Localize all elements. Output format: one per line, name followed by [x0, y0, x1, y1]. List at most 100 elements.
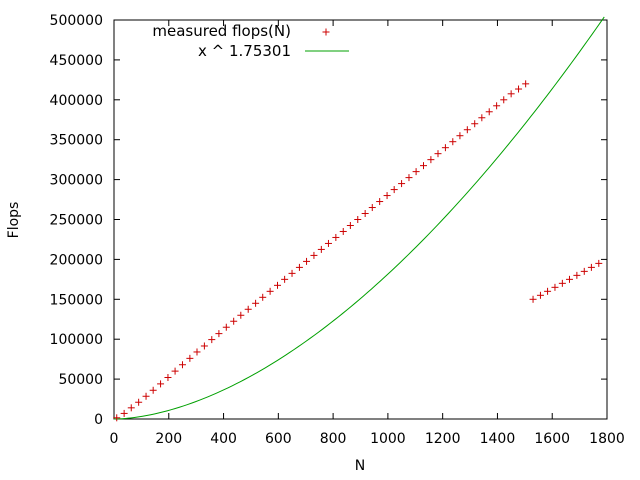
legend: measured flops(N) x ^ 1.75301	[152, 22, 349, 60]
data-point	[193, 348, 201, 356]
legend-label-measured: measured flops(N)	[152, 22, 291, 40]
data-point	[237, 311, 245, 319]
power-law-line	[113, 16, 605, 420]
x-axis-label: N	[355, 458, 365, 474]
x-tick-label: 800	[320, 431, 347, 447]
data-point	[171, 367, 179, 375]
data-point	[178, 361, 186, 369]
legend-marker-plus	[322, 28, 330, 36]
data-point	[507, 90, 515, 98]
data-point	[456, 132, 464, 140]
y-tick-label: 150000	[50, 292, 103, 308]
data-point	[551, 283, 559, 291]
data-point	[398, 180, 406, 188]
data-point	[339, 227, 347, 235]
data-point	[471, 120, 479, 128]
data-point	[595, 259, 603, 267]
y-tick-label: 300000	[50, 173, 103, 189]
data-point	[383, 192, 391, 200]
data-point	[149, 386, 157, 394]
series-power-law-line	[113, 16, 605, 420]
data-point	[536, 291, 544, 299]
tick-marks	[113, 19, 608, 420]
y-tick-labels: 0 50000 100000 150000 200000 250000 300000 3500…	[50, 13, 103, 428]
data-point	[142, 392, 150, 400]
data-point	[230, 317, 238, 325]
data-point	[200, 342, 208, 350]
data-point	[310, 251, 318, 259]
data-point	[157, 380, 165, 388]
data-point	[186, 354, 194, 362]
data-point	[332, 233, 340, 241]
x-tick-label: 1200	[425, 431, 461, 447]
data-point	[215, 330, 223, 338]
x-tick-label: 200	[155, 431, 182, 447]
y-tick-label: 400000	[50, 93, 103, 109]
y-tick-label: 450000	[50, 53, 103, 69]
data-point	[485, 108, 493, 116]
y-tick-label: 500000	[50, 13, 103, 29]
data-point	[127, 404, 135, 412]
data-point	[295, 263, 303, 271]
data-point	[208, 336, 216, 344]
data-point	[529, 295, 537, 303]
y-tick-label: 250000	[50, 213, 103, 229]
x-tick-label: 400	[210, 431, 237, 447]
data-point	[135, 398, 143, 406]
data-point	[580, 267, 588, 275]
x-tick-labels: 0 200 400 600 800 1000 1200 1400 1600 1800	[110, 431, 625, 447]
data-point	[266, 287, 274, 295]
data-point	[434, 150, 442, 158]
data-point	[361, 210, 369, 218]
data-point	[587, 263, 595, 271]
data-point	[463, 126, 471, 134]
x-tick-label: 1000	[370, 431, 406, 447]
data-point	[558, 279, 566, 287]
data-point	[390, 186, 398, 194]
data-point	[368, 204, 376, 212]
legend-label-power-law: x ^ 1.75301	[198, 42, 291, 60]
data-point	[281, 275, 289, 283]
legend-plus	[322, 28, 330, 36]
data-point	[354, 216, 362, 223]
y-tick-label: 50000	[58, 372, 103, 388]
data-point	[500, 96, 508, 104]
data-point	[274, 281, 282, 289]
data-point	[164, 374, 172, 382]
y-axis-label: Flops	[6, 202, 22, 239]
data-point	[522, 80, 530, 88]
y-tick-label: 200000	[50, 252, 103, 268]
data-point	[288, 269, 296, 277]
data-point	[317, 245, 325, 253]
data-point	[252, 299, 260, 307]
data-point	[120, 409, 128, 417]
data-point	[544, 287, 552, 295]
y-tick-label: 350000	[50, 133, 103, 149]
data-point	[427, 156, 435, 164]
data-point	[441, 144, 449, 152]
data-point	[478, 114, 486, 122]
data-point	[324, 239, 332, 247]
data-point	[565, 275, 573, 283]
x-tick-label: 0	[110, 431, 119, 447]
data-point	[113, 414, 121, 422]
data-point	[303, 257, 311, 265]
data-point	[412, 168, 420, 176]
x-tick-label: 1400	[480, 431, 516, 447]
data-point	[405, 174, 413, 182]
x-tick-label: 1800	[589, 431, 625, 447]
data-point	[493, 102, 501, 110]
data-point	[376, 198, 384, 206]
x-tick-label: 600	[265, 431, 292, 447]
data-point	[244, 305, 252, 313]
x-tick-label: 1600	[534, 431, 570, 447]
y-tick-label: 0	[94, 412, 103, 428]
data-point	[515, 85, 523, 93]
data-point	[222, 323, 230, 331]
y-tick-label: 100000	[50, 332, 103, 348]
data-point	[573, 271, 581, 279]
data-point	[449, 138, 457, 146]
series-measured-flops	[113, 80, 603, 422]
data-point	[419, 162, 427, 170]
